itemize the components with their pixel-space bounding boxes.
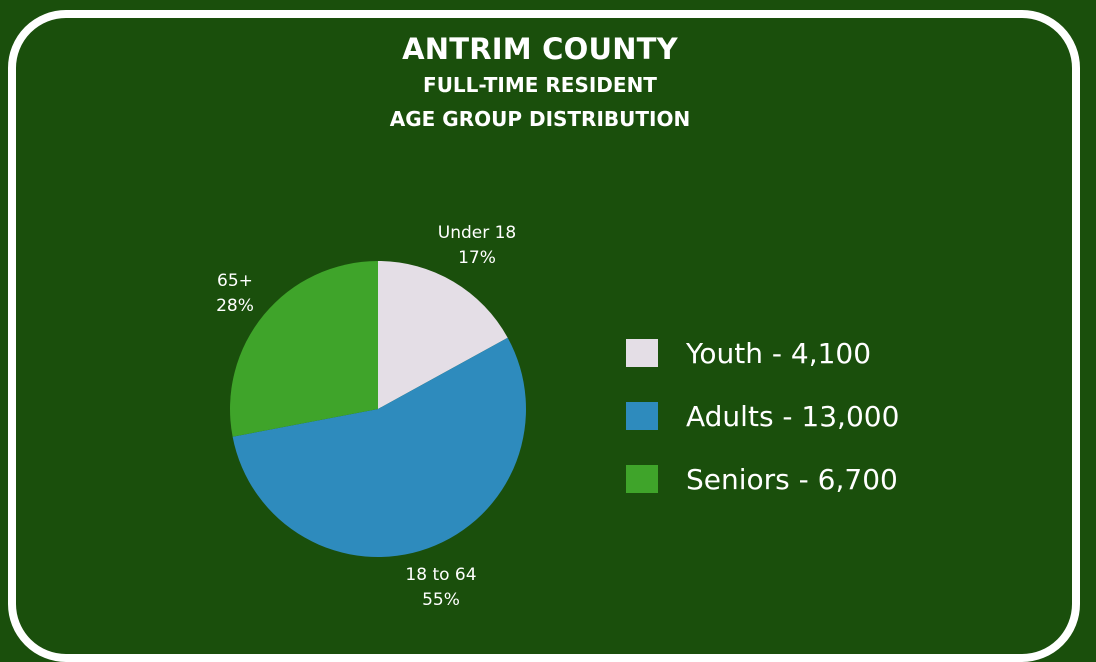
pie-labels: Under 18 17% 18 to 64 55% 65+ 28% — [216, 223, 516, 610]
slice-label-under-18: Under 18 17% — [438, 223, 517, 268]
pie-slice-65-plus — [230, 261, 378, 437]
legend-item-seniors: Seniors - 6,700 — [626, 459, 899, 499]
chart-frame — [8, 10, 1080, 662]
slice-label-65-plus: 65+ 28% — [216, 271, 254, 316]
slice-label-18-to-64: 18 to 64 55% — [405, 565, 476, 610]
legend-item-youth: Youth - 4,100 — [626, 333, 899, 373]
chart-subtitle-line-2: AGE GROUP DISTRIBUTION — [389, 107, 691, 131]
legend-swatch-adults — [626, 402, 658, 430]
pie-slice-under-18 — [378, 261, 508, 409]
pie-slices — [230, 261, 526, 557]
legend-label-adults: Adults - 13,000 — [686, 399, 900, 433]
legend: Youth - 4,100 Adults - 13,000 Seniors - … — [626, 333, 899, 522]
chart-subtitle-line-1: FULL-TIME RESIDENT — [423, 73, 657, 97]
title-block: ANTRIM COUNTY FULL-TIME RESIDENT AGE GRO… — [0, 30, 1080, 136]
legend-swatch-seniors — [626, 465, 658, 493]
chart-title: ANTRIM COUNTY — [402, 32, 678, 66]
legend-item-adults: Adults - 13,000 — [626, 396, 899, 436]
legend-swatch-youth — [626, 339, 658, 367]
pie-slice-18-to-64 — [232, 337, 526, 557]
legend-label-seniors: Seniors - 6,700 — [686, 462, 898, 496]
legend-label-youth: Youth - 4,100 — [686, 336, 872, 370]
